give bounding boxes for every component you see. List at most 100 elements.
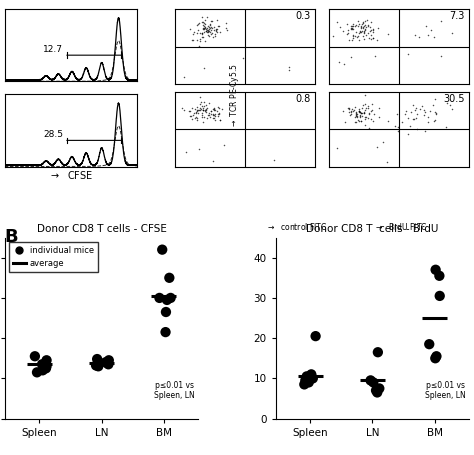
Point [355, 117, 363, 125]
Point [201, 64, 208, 71]
Point [352, 32, 359, 39]
Point [358, 113, 366, 120]
Point [200, 33, 207, 40]
Point [358, 28, 365, 35]
Point [352, 103, 359, 111]
Point [285, 63, 292, 70]
Point [209, 106, 217, 113]
Point [395, 127, 402, 134]
Point [201, 16, 209, 23]
Point [205, 24, 213, 31]
Point [340, 60, 348, 67]
Point [271, 156, 278, 163]
Point [413, 125, 421, 132]
Point [367, 31, 375, 39]
Point [303, 373, 310, 380]
Point [167, 294, 174, 302]
Point [186, 107, 194, 114]
Point [369, 26, 376, 34]
Point [201, 37, 209, 44]
Point [359, 23, 366, 30]
Point [205, 25, 212, 33]
Point [358, 110, 365, 117]
Point [346, 106, 353, 113]
Point [343, 21, 350, 28]
Point [301, 377, 309, 384]
Point [354, 110, 361, 117]
Point [199, 106, 207, 114]
Point [361, 113, 369, 121]
Point [366, 24, 374, 31]
Point [424, 118, 431, 126]
Point [212, 116, 219, 124]
Point [200, 114, 208, 121]
Point [352, 110, 360, 117]
Text: 0.3: 0.3 [296, 11, 311, 21]
Point [94, 363, 102, 370]
Point [360, 109, 367, 116]
Point [186, 26, 193, 33]
Point [433, 353, 440, 360]
Point [162, 329, 169, 336]
Point [355, 36, 363, 43]
Point [329, 32, 337, 39]
Point [362, 31, 370, 39]
Point [362, 115, 369, 122]
Point [31, 353, 39, 360]
Point [196, 100, 203, 107]
Point [358, 104, 366, 111]
Point [420, 112, 428, 119]
Point [347, 22, 355, 30]
Point [339, 28, 346, 35]
Point [308, 371, 315, 378]
Point [360, 108, 368, 116]
Point [192, 113, 200, 121]
Point [206, 20, 214, 28]
Point [393, 110, 401, 117]
Point [355, 106, 363, 113]
Point [364, 16, 371, 23]
Point [361, 22, 368, 30]
Point [406, 122, 413, 130]
Point [365, 110, 373, 117]
Point [194, 20, 202, 27]
Point [360, 29, 367, 36]
Point [356, 107, 363, 114]
Point [196, 104, 203, 111]
Point [205, 31, 212, 39]
Point [339, 107, 347, 115]
Point [361, 25, 369, 32]
Point [208, 25, 216, 32]
Point [410, 116, 418, 123]
Point [201, 25, 209, 32]
Point [181, 73, 188, 81]
Point [191, 115, 199, 122]
Point [358, 20, 366, 28]
Point [201, 99, 208, 106]
Point [409, 116, 417, 123]
Point [207, 111, 214, 118]
Point [211, 32, 219, 40]
Point [357, 109, 365, 116]
Point [360, 35, 367, 42]
Point [348, 105, 356, 112]
Point [210, 114, 218, 121]
Point [213, 108, 220, 115]
Text: 7.3: 7.3 [450, 11, 465, 21]
Point [199, 19, 207, 26]
Point [354, 112, 361, 119]
Point [369, 25, 377, 33]
Point [365, 124, 373, 131]
Point [333, 145, 341, 152]
Point [216, 111, 223, 118]
Point [198, 30, 206, 38]
Point [374, 24, 382, 31]
Point [301, 381, 308, 388]
Point [214, 112, 222, 120]
Point [104, 359, 111, 367]
Point [190, 30, 197, 37]
Point [362, 24, 369, 31]
Point [365, 110, 373, 117]
Point [209, 114, 216, 121]
Point [383, 158, 391, 166]
